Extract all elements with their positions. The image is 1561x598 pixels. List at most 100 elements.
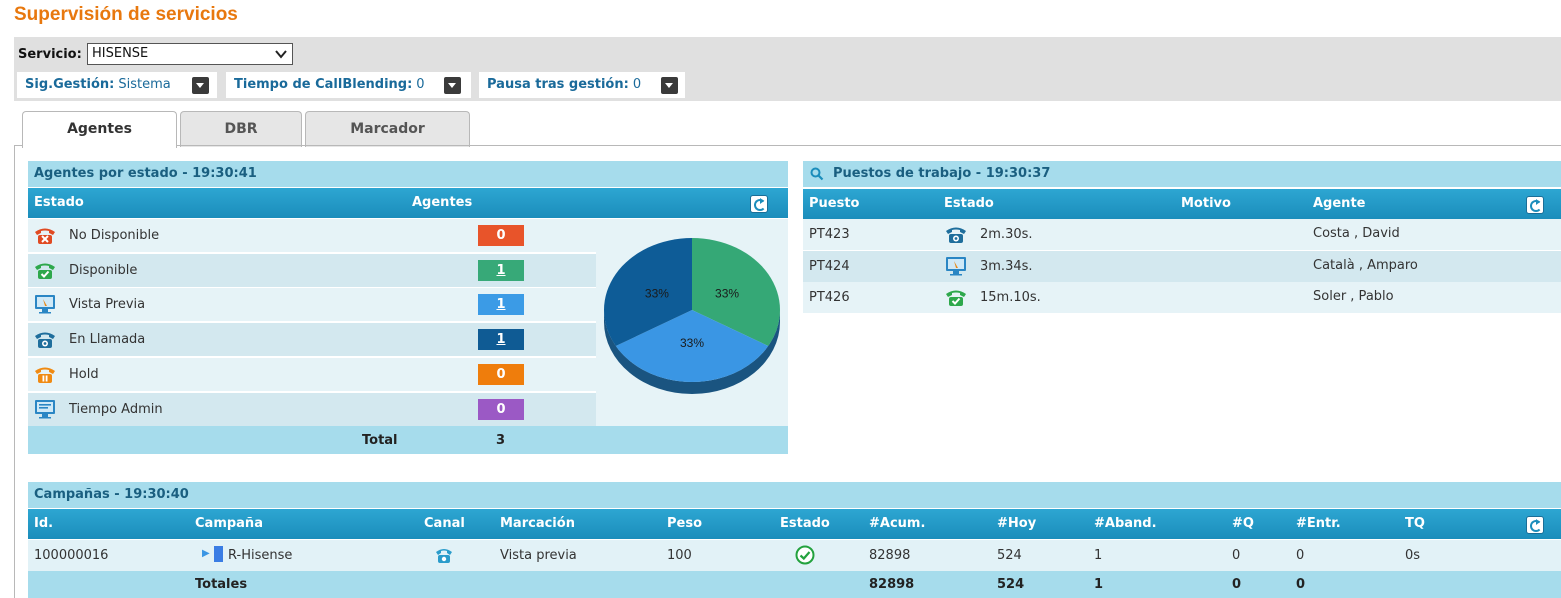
totals-label: Totales: [195, 577, 248, 592]
campaigns-totals-row: Totales 82898 524 1 0 0: [28, 571, 1561, 598]
col-marcacion: Marcación: [500, 516, 575, 531]
sig-gestion-option: Sig.Gestión: Sistema: [17, 72, 217, 98]
pie-depth: [604, 310, 780, 394]
pausa-value: 0: [632, 77, 642, 92]
service-select[interactable]: HISENSE: [87, 43, 293, 65]
pie-slice: [604, 238, 692, 346]
state-count-badge[interactable]: 1: [478, 329, 524, 351]
chevron-down-icon: [275, 50, 287, 59]
table-row[interactable]: PT426 15m.10s. Soler , Pablo: [803, 282, 1561, 313]
callblending-dropdown-button[interactable]: [444, 77, 461, 94]
campaign-acum: 82898: [869, 548, 911, 563]
status-check-icon: [795, 545, 815, 565]
pausa-dropdown-button[interactable]: [661, 77, 678, 94]
totals-aband: 1: [1094, 577, 1104, 592]
totals-today: 524: [997, 577, 1025, 592]
col-peso: Peso: [667, 516, 703, 531]
campaign-name[interactable]: R-Hisense: [228, 548, 293, 563]
totals-q: 0: [1232, 577, 1242, 592]
workstations-title-text: Puestos de trabajo - 19:30:37: [833, 166, 1051, 181]
campaign-id: 100000016: [34, 548, 109, 563]
tab-marcador[interactable]: Marcador: [305, 111, 470, 147]
table-row[interactable]: PT424 3m.34s. Català , Amparo: [803, 250, 1561, 282]
sig-gestion-value: Sistema: [118, 77, 171, 92]
campaigns-header: Id. Campaña Canal Marcación Peso Estado …: [28, 509, 1561, 539]
service-select-value: HISENSE: [92, 46, 149, 61]
col-agente: Agente: [1313, 196, 1366, 211]
state-count-badge: 0: [478, 398, 524, 420]
workstation-time: 2m.30s.: [980, 227, 1033, 242]
refresh-icon[interactable]: [1526, 196, 1544, 214]
table-row[interactable]: PT423 2m.30s. Costa , David: [803, 219, 1561, 250]
preview-monitor-icon: [35, 295, 55, 314]
campaigns-title: Campañas - 19:30:40: [28, 482, 1561, 508]
col-puesto: Puesto: [809, 196, 860, 211]
state-count-badge: 0: [478, 225, 524, 246]
tab-agentes[interactable]: Agentes: [22, 111, 177, 148]
state-label: En Llamada: [69, 332, 146, 348]
callblending-option: Tiempo de CallBlending: 0: [226, 72, 471, 98]
state-count-badge[interactable]: 1: [478, 294, 524, 316]
table-row: Disponible 1: [28, 253, 596, 287]
workstation-time: 3m.34s.: [980, 258, 1033, 274]
col-agentes: Agentes: [412, 195, 473, 210]
col-acum: #Acum.: [869, 516, 926, 531]
campaign-q: 0: [1232, 548, 1241, 563]
state-label: No Disponible: [69, 228, 160, 243]
pie-slice: [615, 310, 769, 382]
workstation-agent: Català , Amparo: [1313, 257, 1418, 273]
callblending-value: 0: [416, 77, 425, 92]
service-toolbar: Servicio: HISENSE Sig.Gestión: Sistema Ti…: [14, 37, 1561, 101]
col-tq: TQ: [1405, 516, 1425, 531]
table-row: Hold 0: [28, 357, 596, 391]
agents-by-state-header: Estado Agentes: [28, 188, 788, 218]
workstation-agent: Costa , David: [1313, 226, 1400, 241]
tab-dbr[interactable]: DBR: [180, 111, 302, 147]
sig-gestion-label: Sig.Gestión:: [25, 77, 115, 92]
totals-entr: 0: [1296, 577, 1306, 592]
campaign-entr: 0: [1296, 548, 1305, 563]
campaign-color-icon: [214, 546, 223, 562]
table-row: Tiempo Admin 0: [28, 392, 596, 426]
col-motivo: Motivo: [1181, 196, 1231, 211]
phone-available-icon: [35, 263, 55, 279]
phone-available-icon: [946, 290, 966, 306]
refresh-icon[interactable]: [750, 195, 768, 213]
table-row[interactable]: 100000016 ▶ R-Hisense Vista previa 100 8…: [28, 540, 1561, 571]
state-label: Vista Previa: [69, 297, 146, 313]
campaign-aband: 1: [1094, 548, 1103, 563]
col-estado: Estado: [780, 516, 830, 531]
admin-monitor-icon: [35, 399, 55, 418]
workstation-post: PT423: [809, 227, 850, 242]
campaign-tq: 0s: [1405, 548, 1421, 563]
expand-arrow-icon[interactable]: ▶: [202, 548, 210, 559]
state-label: Tiempo Admin: [69, 401, 163, 417]
state-count-badge[interactable]: 1: [478, 259, 524, 281]
callblending-label: Tiempo de CallBlending:: [234, 77, 413, 92]
col-estado: Estado: [34, 195, 84, 210]
total-label: Total: [362, 433, 398, 448]
col-hoy: #Hoy: [997, 516, 1037, 531]
state-label: Hold: [69, 366, 99, 382]
workstations-header: Puesto Estado Motivo Agente: [803, 189, 1561, 219]
workstation-agent: Soler , Pablo: [1313, 289, 1394, 304]
phone-in-call-icon: [946, 227, 966, 243]
refresh-icon[interactable]: [1526, 516, 1544, 534]
total-value: 3: [496, 433, 506, 448]
campaign-today: 524: [997, 548, 1022, 563]
pie-slice-label: 33%: [645, 286, 669, 300]
state-label: Disponible: [69, 262, 138, 278]
agents-total-row: Total 3: [28, 426, 788, 454]
service-label: Servicio:: [18, 47, 82, 62]
agents-pie-chart: 33% 33% 33%: [604, 238, 780, 394]
agents-by-state-title: Agentes por estado - 19:30:41: [28, 161, 788, 187]
workstation-post: PT424: [809, 258, 850, 274]
phone-hold-icon: [35, 367, 55, 383]
pausa-option: Pausa tras gestión: 0: [479, 72, 685, 98]
phone-unavailable-icon: [35, 228, 55, 244]
col-campana: Campaña: [195, 516, 263, 531]
col-aband: #Aband.: [1094, 516, 1157, 531]
sig-gestion-dropdown-button[interactable]: [192, 77, 209, 94]
search-icon[interactable]: [810, 167, 824, 181]
totals-acum: 82898: [869, 577, 915, 592]
